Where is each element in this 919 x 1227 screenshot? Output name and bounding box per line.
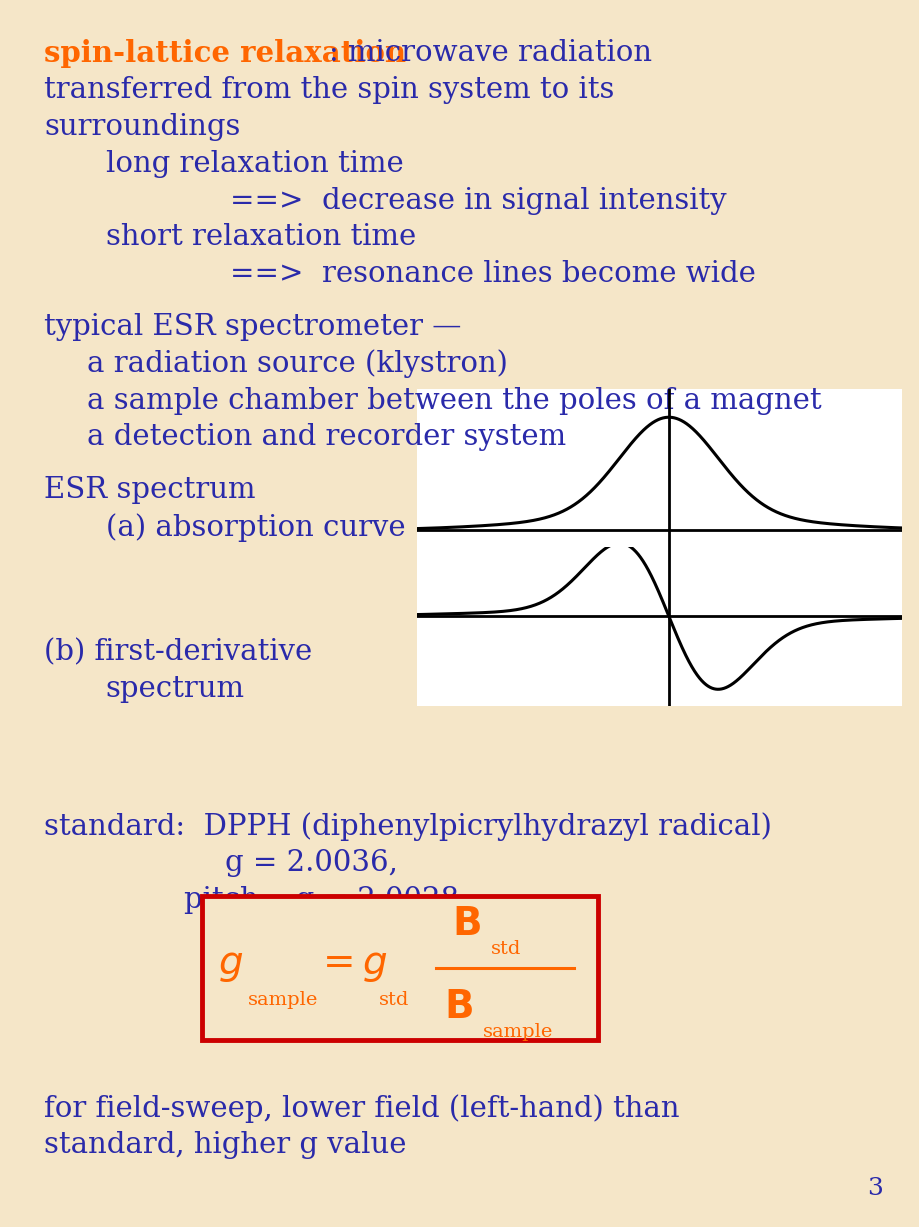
Text: short relaxation time: short relaxation time — [106, 223, 415, 252]
Text: $\mathbf{B}$: $\mathbf{B}$ — [443, 989, 472, 1026]
Text: g = 2.0036,: g = 2.0036, — [225, 849, 398, 877]
Text: surroundings: surroundings — [44, 113, 240, 141]
Text: $\mathit{= g}$: $\mathit{= g}$ — [315, 947, 388, 984]
Text: sample: sample — [247, 991, 318, 1009]
Text: spectrum: spectrum — [106, 675, 244, 703]
Text: for field-sweep, lower field (left-hand) than: for field-sweep, lower field (left-hand)… — [44, 1094, 679, 1123]
FancyBboxPatch shape — [202, 896, 597, 1040]
Text: a sample chamber between the poles of a magnet: a sample chamber between the poles of a … — [87, 387, 822, 415]
Text: standard, higher g value: standard, higher g value — [44, 1131, 406, 1160]
Text: sample: sample — [482, 1023, 553, 1040]
Text: pitch    g = 2.0028: pitch g = 2.0028 — [184, 886, 459, 914]
Text: long relaxation time: long relaxation time — [106, 150, 403, 178]
Text: $\mathbf{B}$: $\mathbf{B}$ — [451, 907, 480, 944]
Text: : microwave radiation: : microwave radiation — [329, 39, 652, 67]
Text: std: std — [491, 940, 521, 958]
Text: standard:  DPPH (diphenylpicrylhydrazyl radical): standard: DPPH (diphenylpicrylhydrazyl r… — [44, 812, 771, 840]
Text: a radiation source (klystron): a radiation source (klystron) — [87, 350, 507, 378]
Text: ==>  decrease in signal intensity: ==> decrease in signal intensity — [230, 187, 726, 215]
Text: transferred from the spin system to its: transferred from the spin system to its — [44, 76, 614, 104]
Text: ESR spectrum: ESR spectrum — [44, 476, 255, 504]
Text: (b) first-derivative: (b) first-derivative — [44, 638, 312, 666]
Text: (a) absorption curve: (a) absorption curve — [106, 513, 405, 541]
Text: 3: 3 — [867, 1177, 882, 1200]
Text: typical ESR spectrometer —: typical ESR spectrometer — — [44, 313, 461, 341]
Text: $\mathit{g}$: $\mathit{g}$ — [218, 947, 244, 984]
Text: std: std — [378, 991, 408, 1009]
Text: a detection and recorder system: a detection and recorder system — [87, 423, 566, 452]
Bar — [416, 389, 901, 706]
Text: spin-lattice relaxation: spin-lattice relaxation — [44, 39, 405, 69]
Text: ==>  resonance lines become wide: ==> resonance lines become wide — [230, 260, 755, 288]
